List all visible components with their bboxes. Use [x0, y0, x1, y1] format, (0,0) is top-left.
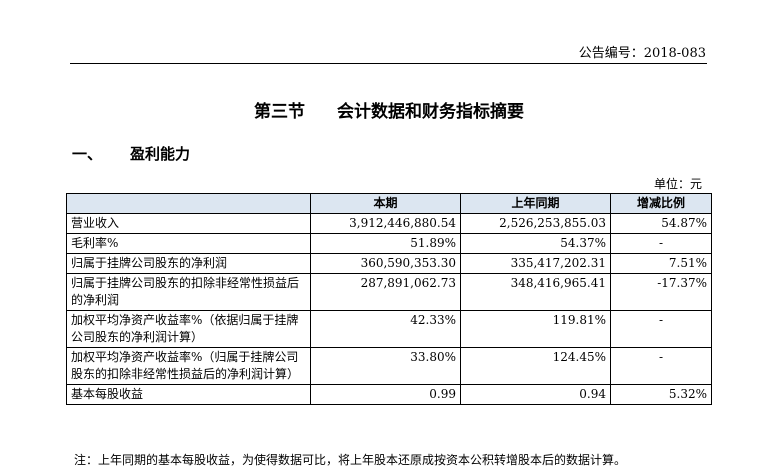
change-value: - — [610, 347, 712, 385]
header-divider — [70, 63, 707, 64]
current-value: 0.99 — [310, 384, 461, 405]
section-title: 第三节 会计数据和财务指标摘要 — [0, 97, 778, 122]
previous-value: 124.45% — [460, 347, 611, 385]
subsection-number: 一、 — [72, 145, 103, 163]
header-cell-item — [66, 193, 311, 214]
table-row: 加权平均净资产收益率%（归属于挂牌公司股东的扣除非经常性损益后的净利润计算） 3… — [66, 347, 712, 385]
row-label: 加权平均净资产收益率%（依据归属于挂牌公司股东的净利润计算） — [66, 310, 311, 348]
doc-number: 公告编号：2018-083 — [578, 46, 706, 61]
change-value: 54.87% — [610, 213, 712, 234]
table-header-row: 本期 上年同期 增减比例 — [66, 193, 712, 214]
current-value: 360,590,353.30 — [310, 253, 461, 274]
row-label: 归属于挂牌公司股东的净利润 — [66, 253, 311, 274]
change-value: -17.37% — [610, 273, 712, 311]
header-cell-current: 本期 — [310, 193, 461, 214]
table-row: 归属于挂牌公司股东的扣除非经常性损益后的净利润 287,891,062.73 3… — [66, 273, 712, 311]
current-value: 42.33% — [310, 310, 461, 348]
previous-value: 119.81% — [460, 310, 611, 348]
row-label: 基本每股收益 — [66, 384, 311, 405]
previous-value: 335,417,202.31 — [460, 253, 611, 274]
row-label: 归属于挂牌公司股东的扣除非经常性损益后的净利润 — [66, 273, 311, 311]
table-row: 营业收入 3,912,446,880.54 2,526,253,855.03 5… — [66, 213, 712, 234]
previous-value: 54.37% — [460, 233, 611, 254]
table-row: 归属于挂牌公司股东的净利润 360,590,353.30 335,417,202… — [66, 253, 712, 274]
change-value: 7.51% — [610, 253, 712, 274]
subsection-heading: 一、 盈利能力 — [72, 143, 190, 164]
financial-table: 本期 上年同期 增减比例 营业收入 3,912,446,880.54 2,526… — [66, 193, 712, 405]
header-cell-previous: 上年同期 — [460, 193, 611, 214]
current-value: 51.89% — [310, 233, 461, 254]
row-label: 加权平均净资产收益率%（归属于挂牌公司股东的扣除非经常性损益后的净利润计算） — [66, 347, 311, 385]
table-row: 加权平均净资产收益率%（依据归属于挂牌公司股东的净利润计算） 42.33% 11… — [66, 310, 712, 348]
change-value: - — [610, 233, 712, 254]
previous-value: 0.94 — [460, 384, 611, 405]
footnote: 注：上年同期的基本每股收益，为使得数据可比，将上年股本还原成按资本公积转增股本后… — [74, 453, 627, 467]
row-label: 营业收入 — [66, 213, 311, 234]
subsection-title: 盈利能力 — [130, 145, 191, 163]
unit-label: 单位：元 — [653, 177, 702, 191]
current-value: 33.80% — [310, 347, 461, 385]
change-value: 5.32% — [610, 384, 712, 405]
table-row: 毛利率% 51.89% 54.37% - — [66, 233, 712, 254]
previous-value: 348,416,965.41 — [460, 273, 611, 311]
row-label: 毛利率% — [66, 233, 311, 254]
header-cell-change: 增减比例 — [610, 193, 712, 214]
current-value: 3,912,446,880.54 — [310, 213, 461, 234]
section-number: 第三节 — [254, 102, 305, 122]
current-value: 287,891,062.73 — [310, 273, 461, 311]
section-title-text: 会计数据和财务指标摘要 — [337, 102, 524, 122]
table-row: 基本每股收益 0.99 0.94 5.32% — [66, 384, 712, 405]
change-value: - — [610, 310, 712, 348]
previous-value: 2,526,253,855.03 — [460, 213, 611, 234]
